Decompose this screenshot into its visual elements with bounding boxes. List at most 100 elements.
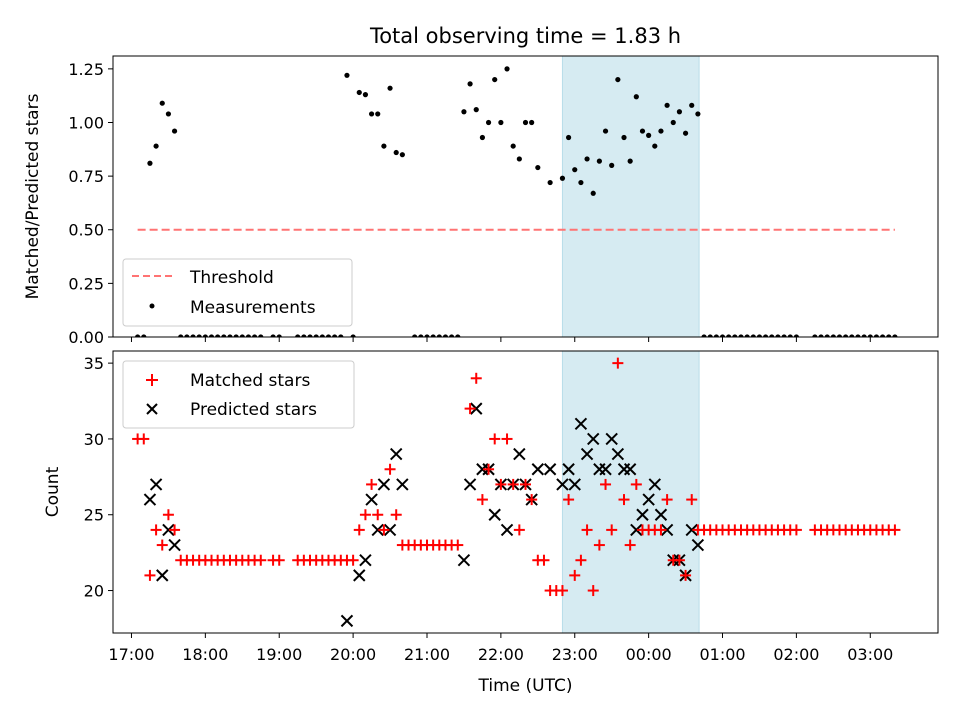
measurement-point <box>455 334 461 337</box>
matched-star-marker <box>569 569 581 581</box>
matched-star-marker <box>507 478 519 490</box>
legend-threshold-label: Threshold <box>189 268 274 288</box>
measurement-point <box>596 158 602 164</box>
matched-star-marker <box>624 539 636 551</box>
legend-measurements-swatch <box>149 303 155 309</box>
top-y-tick-label: 0.25 <box>68 274 104 293</box>
predicted-star-marker <box>396 478 409 491</box>
predicted-star-marker <box>605 432 618 446</box>
measurement-point <box>252 334 258 337</box>
x-tick-label: 21:00 <box>404 645 450 664</box>
matched-star-marker <box>526 494 538 506</box>
predicted-star-marker <box>630 523 643 537</box>
measurement-point <box>732 334 738 337</box>
count-observing-span <box>561 350 700 634</box>
top-y-tick-label: 0.00 <box>68 328 104 347</box>
measurement-point <box>381 143 387 149</box>
measurement-point <box>547 179 553 186</box>
measurement-point <box>313 334 319 337</box>
predicted-star-marker <box>587 432 600 446</box>
matched-star-marker <box>476 494 488 506</box>
ratio-panel-title: Total observing time = 1.83 h <box>369 24 681 48</box>
x-tick-label: 19:00 <box>256 645 302 664</box>
predicted-star-marker <box>377 478 391 491</box>
matched-star-marker <box>138 433 150 445</box>
matched-star-marker <box>483 463 495 475</box>
matched-star-marker <box>600 478 612 490</box>
x-tick-label: 03:00 <box>847 645 893 664</box>
measurement-point <box>202 334 208 337</box>
measurement-point <box>664 102 670 108</box>
matched-star-marker <box>390 509 402 521</box>
predicted-star-marker <box>383 523 397 537</box>
legend-predicted-swatch <box>146 403 158 415</box>
measurement-point <box>572 167 578 173</box>
matched-star-marker <box>790 524 802 536</box>
measurement-point <box>529 119 535 126</box>
x-tick-label: 18:00 <box>182 645 228 664</box>
measurement-point <box>621 134 627 141</box>
predicted-star-marker <box>488 508 501 521</box>
measurement-point <box>658 128 664 134</box>
x-tick-label: 20:00 <box>330 645 376 664</box>
measurement-point <box>141 334 147 337</box>
measurement-point <box>609 162 615 168</box>
measurement-point <box>350 334 356 337</box>
matched-star-marker <box>563 494 575 506</box>
x-tick-label: 22:00 <box>478 645 524 664</box>
predicted-star-marker <box>599 463 612 476</box>
predicted-star-marker <box>463 478 477 491</box>
measurement-point <box>510 143 516 149</box>
measurement-point <box>165 111 172 117</box>
predicted-star-marker <box>648 478 661 491</box>
measurement-point <box>430 334 436 337</box>
measurement-point <box>467 81 473 87</box>
measurement-point <box>627 158 633 164</box>
measurement-point <box>307 334 313 337</box>
measurement-point <box>449 334 455 337</box>
measurement-point <box>818 334 824 337</box>
matched-star-marker <box>489 433 501 445</box>
measurement-point <box>147 160 153 166</box>
measurement-point <box>221 334 227 337</box>
measurement-point <box>196 334 202 337</box>
measurement-point <box>713 334 719 337</box>
measurement-point <box>393 149 399 156</box>
predicted-star-marker <box>457 554 471 567</box>
matched-star-marker <box>150 524 162 536</box>
measurement-point <box>171 128 178 134</box>
x-tick-label: 00:00 <box>626 645 672 664</box>
measurement-point <box>338 334 344 337</box>
predicted-star-marker <box>162 523 175 537</box>
measurement-point <box>270 334 276 337</box>
top-y-tick-label: 1.00 <box>68 113 104 132</box>
predicted-star-marker <box>531 463 545 476</box>
measurement-point <box>479 134 486 141</box>
measurement-point <box>516 156 522 162</box>
matched-star-marker <box>618 494 630 506</box>
measurement-point <box>375 111 381 117</box>
count-legend: Matched stars Predicted stars <box>122 360 355 429</box>
predicted-star-marker <box>574 417 588 430</box>
predicted-star-marker <box>340 614 354 628</box>
measurement-point <box>879 334 886 337</box>
measurement-point <box>886 334 892 337</box>
measurement-point <box>227 334 233 337</box>
measurement-point <box>793 334 799 337</box>
matched-star-marker <box>372 509 384 521</box>
top-y-tick-label: 0.50 <box>68 221 104 240</box>
legend-matched-label: Matched stars <box>190 371 310 391</box>
measurement-point <box>368 111 375 117</box>
matched-star-marker <box>538 554 550 566</box>
measurement-point <box>436 334 442 337</box>
measurement-point <box>295 334 301 337</box>
ratio-legend: Threshold Measurements <box>122 258 353 327</box>
measurement-point <box>362 92 369 98</box>
matched-star-marker <box>347 554 359 566</box>
predicted-star-marker <box>470 402 483 415</box>
measurement-point <box>787 334 793 337</box>
predicted-star-marker <box>149 478 163 491</box>
measurement-point <box>707 334 713 337</box>
measurement-point <box>873 334 880 337</box>
predicted-star-marker <box>623 463 637 476</box>
